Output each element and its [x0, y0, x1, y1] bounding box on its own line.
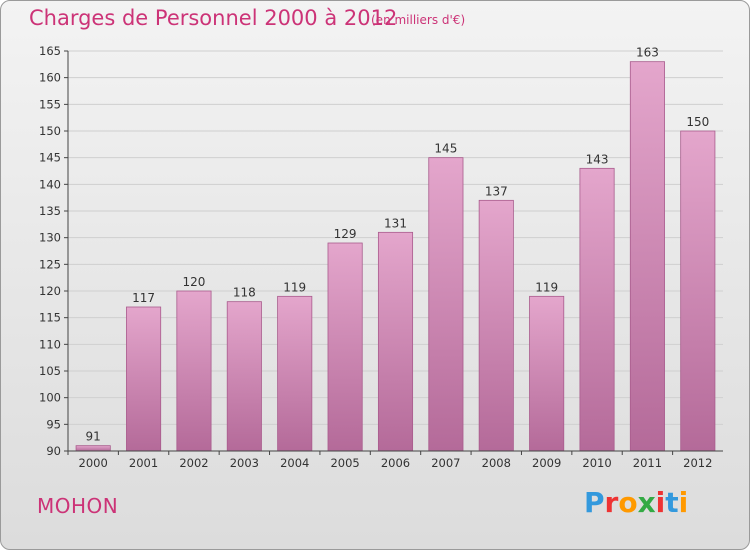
bar-2009 — [529, 295, 565, 452]
data-label-2008: 137 — [485, 184, 508, 198]
y-tick-label: 95 — [46, 417, 61, 431]
bar-2001 — [126, 306, 162, 452]
y-tick-label: 135 — [39, 204, 61, 218]
bar-2006 — [377, 231, 414, 452]
y-tick-label: 140 — [39, 177, 61, 191]
logo-letter: o — [618, 486, 638, 519]
data-label-2001: 117 — [132, 291, 155, 305]
bar-2000 — [75, 445, 111, 452]
x-tick-label: 2007 — [431, 456, 460, 470]
data-label-2003: 118 — [233, 286, 256, 300]
bar-2002 — [176, 290, 212, 452]
y-tick-label: 115 — [39, 311, 61, 325]
data-label-2009: 119 — [535, 280, 558, 294]
data-label-2005: 129 — [334, 227, 357, 241]
bars — [75, 61, 716, 452]
x-tick-label: 2001 — [129, 456, 158, 470]
data-label-2010: 143 — [586, 152, 609, 166]
data-label-2012: 150 — [686, 115, 709, 129]
y-tick-label: 150 — [39, 124, 61, 138]
y-tick-label: 110 — [39, 337, 61, 351]
data-label-2004: 119 — [283, 280, 306, 294]
x-tick-label: 2005 — [330, 456, 359, 470]
bar-2005 — [327, 242, 363, 452]
y-tick-label: 155 — [39, 97, 61, 111]
logo-letter: P — [584, 486, 605, 519]
x-tick-label: 2009 — [532, 456, 561, 470]
bar-2003 — [226, 301, 262, 452]
chart-subtitle: (en milliers d'€) — [371, 13, 466, 27]
logo-letter: t — [665, 486, 679, 519]
data-label-2007: 145 — [434, 142, 457, 156]
y-tick-labels: 90 95 100 105 110 115 120 125 130 135 140 145 150 155… — [39, 44, 61, 458]
bar-2007 — [428, 157, 464, 452]
logo-letter: x — [637, 486, 656, 519]
logo-letter: i — [678, 486, 689, 519]
y-tick-label: 130 — [39, 231, 61, 245]
data-labels: 91 117 120 118 119 129 131 145 137 119 143 163 150 — [86, 46, 710, 444]
x-tick-labels: 2000 2001 2002 2003 2004 2005 2006 2007 2008 2009… — [67, 451, 712, 470]
x-tick-label: 2004 — [280, 456, 309, 470]
axes — [67, 51, 723, 452]
commune-name: MOHON — [37, 494, 119, 518]
x-tick-label: 2003 — [230, 456, 259, 470]
x-tick-label: 2012 — [683, 456, 712, 470]
bar-2010 — [579, 167, 615, 452]
x-tick-label: 2008 — [482, 456, 511, 470]
logo-letter: r — [604, 486, 619, 519]
y-tick-label: 120 — [39, 284, 61, 298]
bar-2011 — [629, 61, 665, 452]
data-label-2002: 120 — [183, 275, 206, 289]
x-tick-label: 2002 — [179, 456, 208, 470]
y-tick-label: 90 — [46, 444, 61, 458]
y-tick-label: 160 — [39, 71, 61, 85]
bar-2012 — [680, 130, 716, 452]
bar-2008 — [478, 199, 514, 452]
bar-2004 — [277, 295, 313, 452]
y-tick-label: 165 — [39, 44, 61, 58]
x-tick-label: 2011 — [633, 456, 662, 470]
x-tick-label: 2000 — [79, 456, 108, 470]
y-tick-label: 125 — [39, 257, 61, 271]
proxiti-logo[interactable]: Proxiti — [584, 486, 688, 519]
y-tick-label: 100 — [39, 391, 61, 405]
y-tick-label: 105 — [39, 364, 61, 378]
data-label-2000: 91 — [86, 430, 101, 444]
data-label-2006: 131 — [384, 216, 407, 230]
chart-title: Charges de Personnel 2000 à 2012 — [29, 6, 398, 30]
x-tick-label: 2006 — [381, 456, 410, 470]
logo-letter: i — [655, 486, 666, 519]
y-tick-label: 145 — [39, 151, 61, 165]
x-tick-label: 2010 — [582, 456, 611, 470]
data-label-2011: 163 — [636, 46, 659, 60]
